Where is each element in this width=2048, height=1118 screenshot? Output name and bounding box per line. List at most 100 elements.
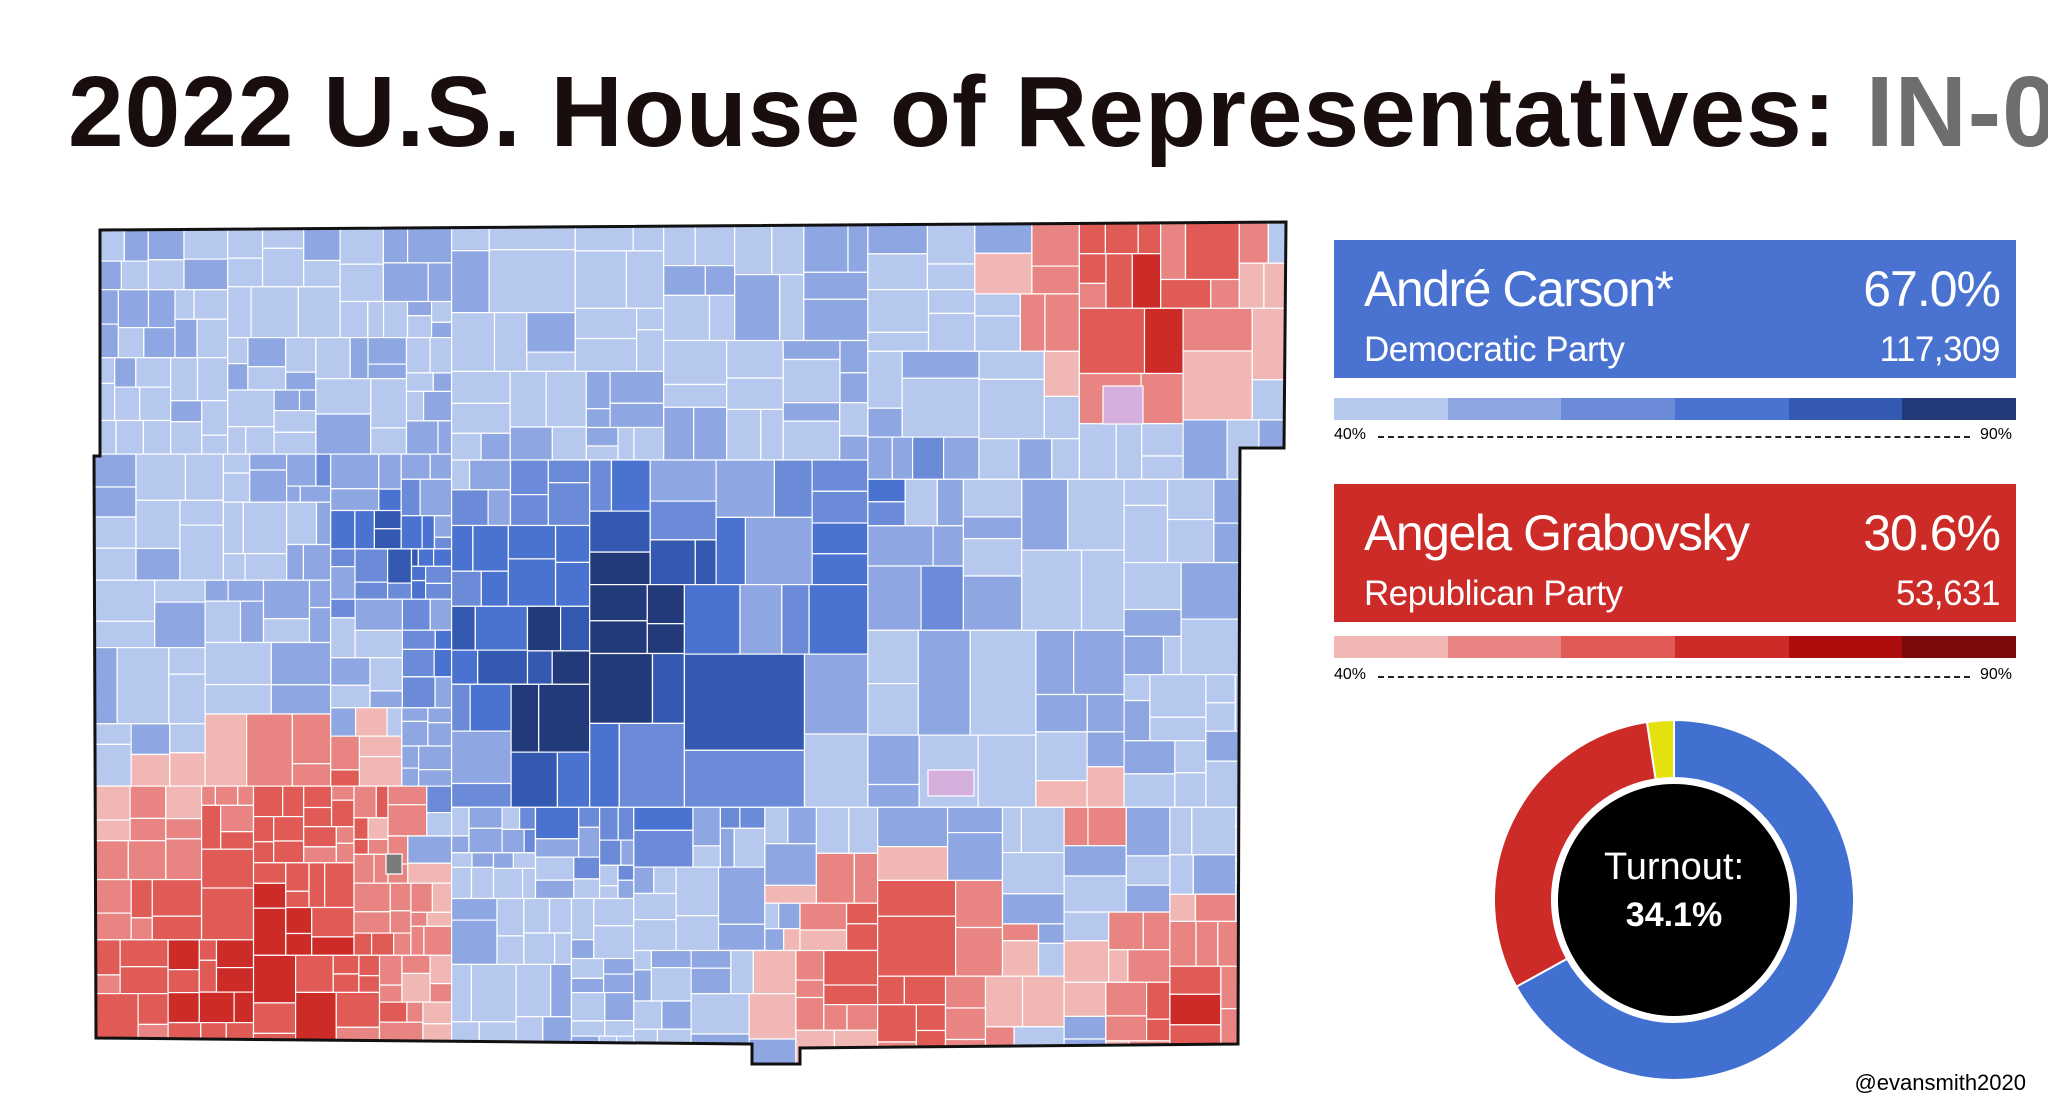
precinct	[778, 902, 801, 930]
precinct	[1248, 920, 1286, 967]
precinct	[383, 300, 409, 339]
precinct	[167, 1021, 202, 1064]
precinct	[1166, 478, 1215, 521]
precinct	[811, 490, 869, 524]
precinct	[1105, 981, 1148, 1017]
precinct	[227, 336, 249, 365]
precinct	[867, 478, 906, 503]
precinct	[1078, 307, 1146, 375]
precinct	[969, 629, 1037, 736]
precinct	[353, 911, 391, 934]
precinct	[1220, 965, 1269, 1010]
precinct	[410, 548, 419, 567]
precinct	[354, 548, 389, 583]
precinct	[252, 882, 287, 909]
precinct	[1037, 923, 1065, 945]
precinct	[1020, 806, 1065, 854]
precinct	[501, 828, 525, 854]
precinct	[570, 1020, 606, 1037]
precinct	[1260, 858, 1286, 884]
precinct	[1169, 806, 1193, 856]
precinct	[168, 647, 206, 675]
precinct	[401, 972, 431, 1003]
precinct	[1174, 772, 1207, 808]
precinct	[1123, 562, 1182, 611]
precinct	[115, 419, 144, 455]
precinct	[249, 469, 288, 503]
precinct	[560, 605, 591, 652]
precinct	[715, 459, 775, 519]
precinct	[378, 954, 403, 986]
precinct	[330, 548, 356, 568]
precinct	[534, 879, 575, 900]
precinct	[663, 222, 696, 267]
precinct	[331, 799, 355, 828]
dem-scale-labels: 40% 90%	[1334, 426, 2016, 446]
candidate-name: Angela Grabovsky	[1364, 505, 1750, 561]
precinct	[1125, 806, 1171, 857]
precinct	[244, 553, 288, 581]
precinct	[422, 1001, 453, 1025]
precinct	[585, 370, 611, 410]
precinct	[578, 806, 601, 828]
precinct	[249, 453, 288, 471]
precinct	[1086, 766, 1125, 808]
precinct	[1235, 881, 1270, 923]
precinct	[1063, 1038, 1107, 1064]
precinct	[335, 842, 355, 864]
precinct	[469, 459, 512, 491]
precinct	[151, 915, 203, 941]
precinct	[496, 935, 525, 966]
precinct	[410, 580, 427, 600]
precinct	[472, 524, 509, 572]
precinct	[876, 879, 957, 917]
precinct	[904, 478, 938, 527]
precinct	[1086, 731, 1125, 768]
precinct	[302, 543, 332, 581]
precinct	[387, 582, 413, 600]
precinct	[252, 954, 297, 1004]
precinct	[555, 561, 591, 607]
precinct	[646, 623, 685, 655]
dem-scale-step	[1334, 398, 1448, 420]
precinct	[1234, 674, 1277, 732]
precinct	[663, 339, 728, 386]
precinct	[795, 996, 825, 1031]
precinct	[719, 827, 735, 868]
precinct	[252, 907, 287, 956]
precinct	[250, 286, 299, 339]
precinct	[354, 581, 389, 600]
precinct	[602, 973, 635, 994]
precinct	[233, 991, 255, 1024]
precinct	[1063, 940, 1110, 983]
precinct	[431, 300, 453, 323]
rep-scale-labels: 40% 90%	[1334, 666, 2016, 686]
precinct	[330, 598, 356, 619]
precinct	[589, 652, 654, 725]
precinct	[876, 1004, 917, 1043]
precinct	[1063, 845, 1127, 877]
precinct	[285, 906, 313, 935]
precinct	[285, 336, 317, 373]
precinct	[451, 605, 476, 651]
precinct	[876, 975, 905, 1006]
precinct	[811, 553, 869, 586]
precinct	[429, 336, 453, 374]
precinct	[273, 389, 301, 412]
precinct	[1210, 278, 1240, 309]
precinct	[477, 649, 529, 685]
precinct	[179, 524, 225, 581]
precinct	[936, 478, 964, 527]
precinct	[431, 882, 453, 913]
rep-color-scale	[1334, 636, 2017, 658]
precinct	[358, 735, 403, 758]
precinct	[570, 991, 606, 1022]
precinct	[734, 273, 781, 342]
precinct	[1205, 730, 1240, 762]
precinct	[675, 915, 720, 952]
precinct	[633, 969, 652, 1002]
precinct	[315, 336, 351, 380]
precinct	[901, 377, 980, 438]
precinct	[573, 856, 601, 880]
precinct	[378, 1021, 424, 1064]
